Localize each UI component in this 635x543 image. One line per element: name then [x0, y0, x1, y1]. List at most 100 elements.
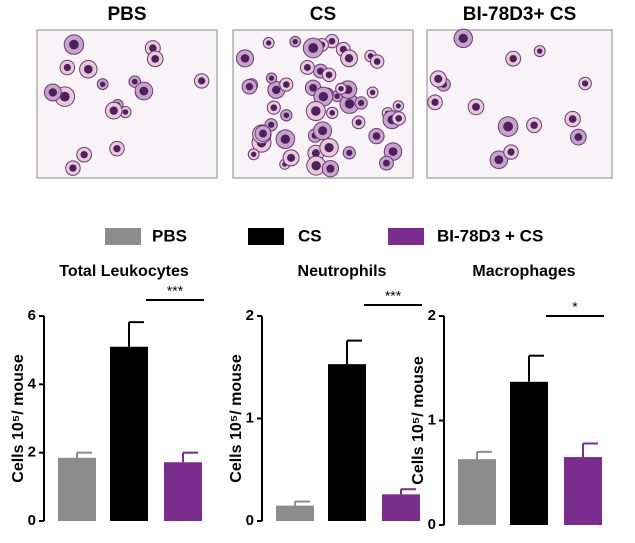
cell-nucleus [63, 63, 71, 72]
cell-nucleus [69, 164, 77, 172]
cell-nucleus [395, 103, 401, 109]
cell-nucleus [382, 159, 390, 167]
cell-nucleus [395, 115, 403, 122]
image-label: BI-78D3+ CS [463, 4, 577, 25]
cell-nucleus [346, 149, 353, 156]
cell-nucleus [268, 75, 275, 81]
cell-nucleus [99, 81, 106, 87]
bar [564, 457, 602, 525]
y-tick-label: 4 [28, 375, 37, 392]
image-label: CS [310, 4, 336, 25]
cell-nucleus [329, 110, 336, 116]
cell-nucleus [83, 64, 93, 74]
cell-nucleus [151, 54, 160, 63]
cell-nucleus [311, 149, 320, 158]
bar [328, 364, 366, 521]
y-tick-label: 6 [28, 307, 36, 324]
cell-nucleus [270, 104, 278, 111]
cell-nucleus [250, 151, 257, 158]
cell-nucleus [372, 132, 381, 140]
cell-nucleus [69, 39, 79, 50]
bar [110, 346, 148, 521]
cell-nucleus [388, 147, 398, 156]
legend-label: BI-78D3 + CS [437, 226, 543, 245]
significance-label: * [572, 299, 578, 315]
cell-nucleus [328, 37, 336, 45]
cell-nucleus [240, 54, 250, 63]
cell-nucleus [458, 33, 468, 43]
cell-nucleus [344, 99, 355, 109]
y-axis-label: Cells 10⁵/ mouse [10, 354, 27, 483]
cell-nucleus [373, 58, 381, 65]
cell-nucleus [509, 54, 517, 63]
cell-nucleus [434, 74, 443, 83]
cell-nucleus [131, 78, 138, 85]
cell-nucleus [318, 91, 329, 102]
cell-nucleus [198, 77, 206, 85]
cell-nucleus [122, 109, 129, 115]
cell-nucleus [272, 85, 281, 95]
cell-nucleus [280, 134, 290, 144]
cell-nucleus [326, 164, 335, 173]
cell-nucleus [48, 88, 58, 97]
cell-nucleus [355, 119, 362, 126]
bar [458, 459, 496, 525]
cell-nucleus [259, 129, 267, 138]
cell-nucleus [530, 121, 538, 129]
cell-nucleus [303, 63, 311, 71]
chart-title: Total Leukocytes [59, 263, 189, 280]
cell-nucleus [574, 133, 583, 142]
cell-nucleus [358, 99, 365, 107]
cell-nucleus [268, 121, 275, 128]
cell-nucleus [472, 102, 480, 111]
cell-nucleus [139, 86, 149, 96]
legend-label: PBS [152, 226, 187, 245]
chart-title: Neutrophils [298, 263, 387, 280]
y-tick-label: 1 [246, 409, 254, 426]
bar [276, 505, 314, 521]
cell-nucleus [334, 93, 340, 99]
y-tick-label: 0 [246, 512, 254, 529]
cell-nucleus [494, 155, 504, 165]
y-tick-label: 2 [246, 307, 254, 324]
bar [58, 457, 96, 521]
cell-nucleus [507, 148, 515, 156]
cell-nucleus [369, 89, 376, 96]
significance-label: *** [167, 283, 184, 299]
cell-nucleus [282, 81, 290, 88]
legend-swatch [105, 228, 141, 245]
cell-nucleus [536, 48, 543, 54]
chart-title: Macrophages [472, 263, 575, 280]
y-tick-label: 2 [28, 444, 36, 461]
legend-label: CS [298, 226, 322, 245]
cell-nucleus [431, 98, 439, 106]
cell-nucleus [503, 121, 513, 132]
cell-nucleus [344, 54, 354, 63]
cell-nucleus [338, 86, 344, 92]
cell-nucleus [324, 143, 334, 153]
legend-swatch [248, 228, 284, 245]
image-label: PBS [107, 4, 146, 25]
y-tick-label: 1 [428, 411, 436, 428]
cell-nucleus [265, 40, 272, 46]
legend-swatch [388, 228, 424, 245]
cell-nucleus [325, 71, 333, 79]
y-tick-label: 0 [28, 512, 36, 529]
cell-nucleus [318, 126, 328, 136]
cell-nucleus [245, 83, 254, 91]
cell-nucleus [59, 91, 70, 102]
cell-nucleus [311, 160, 321, 171]
cell-nucleus [309, 83, 317, 92]
bar [382, 494, 420, 521]
y-axis-label: Cells 10⁵/ mouse [410, 356, 427, 485]
cell-nucleus [149, 44, 157, 52]
cell-nucleus [292, 38, 298, 45]
bar [510, 381, 548, 525]
cell-nucleus [283, 112, 290, 119]
y-tick-label: 2 [428, 307, 436, 324]
cell-nucleus [287, 153, 296, 162]
y-tick-label: 0 [428, 516, 436, 533]
cell-nucleus [582, 80, 589, 87]
cell-nucleus [109, 106, 118, 115]
